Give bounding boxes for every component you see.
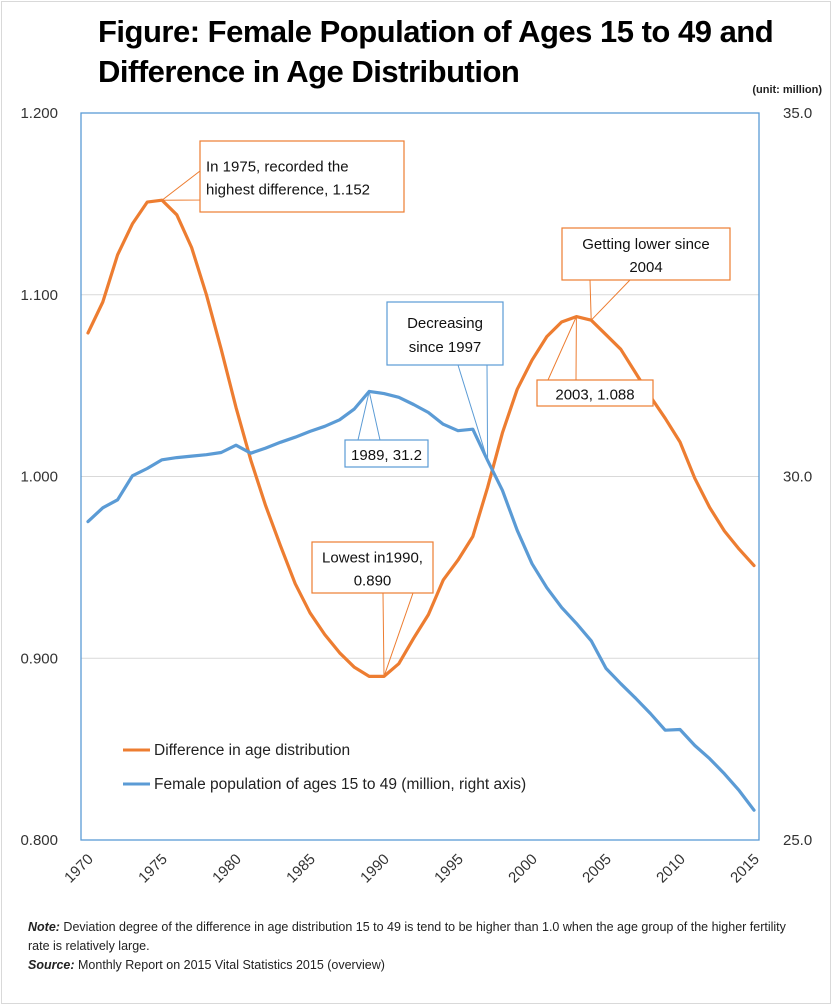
annotation-text: 2004 [629,259,662,276]
legend-label-female-population: Female population of ages 15 to 49 (mill… [154,776,526,793]
annotation-text: 1989, 31.2 [351,447,422,464]
annotation-text: Decreasing [407,315,483,332]
series-line-female-population [86,389,756,812]
annotation-text: highest difference, 1.152 [206,181,370,198]
x-tick-label: 1995 [431,851,467,887]
x-tick-label: 2000 [505,851,541,887]
x-tick-label: 1980 [209,851,245,887]
y-left-tick-label: 0.800 [20,832,58,849]
x-tick-label: 1990 [357,851,393,887]
x-tick-label: 2005 [579,851,615,887]
legend-label-difference: Difference in age distribution [154,742,350,759]
annotation-text: In 1975, recorded the [206,158,349,175]
chart-title-line-1: Figure: Female Population of Ages 15 to … [98,14,774,49]
unit-label: (unit: million) [752,84,822,96]
annotation-text: 2003, 1.088 [555,386,634,403]
source-label: Source: [28,958,75,972]
x-tick-label: 2010 [653,851,689,887]
y-right-tick-label: 25.0 [783,832,812,849]
note-text: Deviation degree of the difference in ag… [28,920,786,953]
annotation-text: Lowest in1990, [322,549,423,566]
y-right-tick-label: 30.0 [783,469,812,486]
source-text: Monthly Report on 2015 Vital Statistics … [74,958,385,972]
annotation-box [386,301,504,366]
notes-block: Note: Deviation degree of the difference… [28,918,808,975]
x-tick-label: 1985 [283,851,319,887]
annotation-box [344,439,429,468]
y-left-tick-label: 1.200 [20,105,58,122]
annotation-leader-line [457,364,489,461]
y-left-tick-label: 1.000 [20,469,58,486]
x-tick-label: 1975 [135,851,171,887]
annotation-box [311,541,434,594]
y-left-tick-label: 0.900 [20,650,58,667]
note: Note: Deviation degree of the difference… [28,918,808,956]
note-label: Note: [28,920,60,934]
annotation-leader-line [547,316,577,381]
source: Source: Monthly Report on 2015 Vital Sta… [28,956,808,975]
chart-title: Figure: Female Population of Ages 15 to … [98,12,798,92]
annotation-leader-line [160,169,201,201]
annotation-box [561,227,731,281]
annotation-leader-line [589,279,632,322]
chart-title-line-2: Difference in Age Distribution [98,54,520,89]
annotation-text: 0.890 [354,572,392,589]
annotation-text: since 1997 [409,339,482,356]
x-tick-label: 1970 [61,851,97,887]
x-tick-label: 2015 [727,851,763,887]
annotation-box [536,379,654,407]
y-left-tick-label: 1.100 [20,287,58,304]
plot-area-border [80,112,760,841]
annotation-text: Getting lower since [582,236,710,253]
annotation-box [199,140,405,213]
y-right-tick-label: 35.0 [783,105,812,122]
